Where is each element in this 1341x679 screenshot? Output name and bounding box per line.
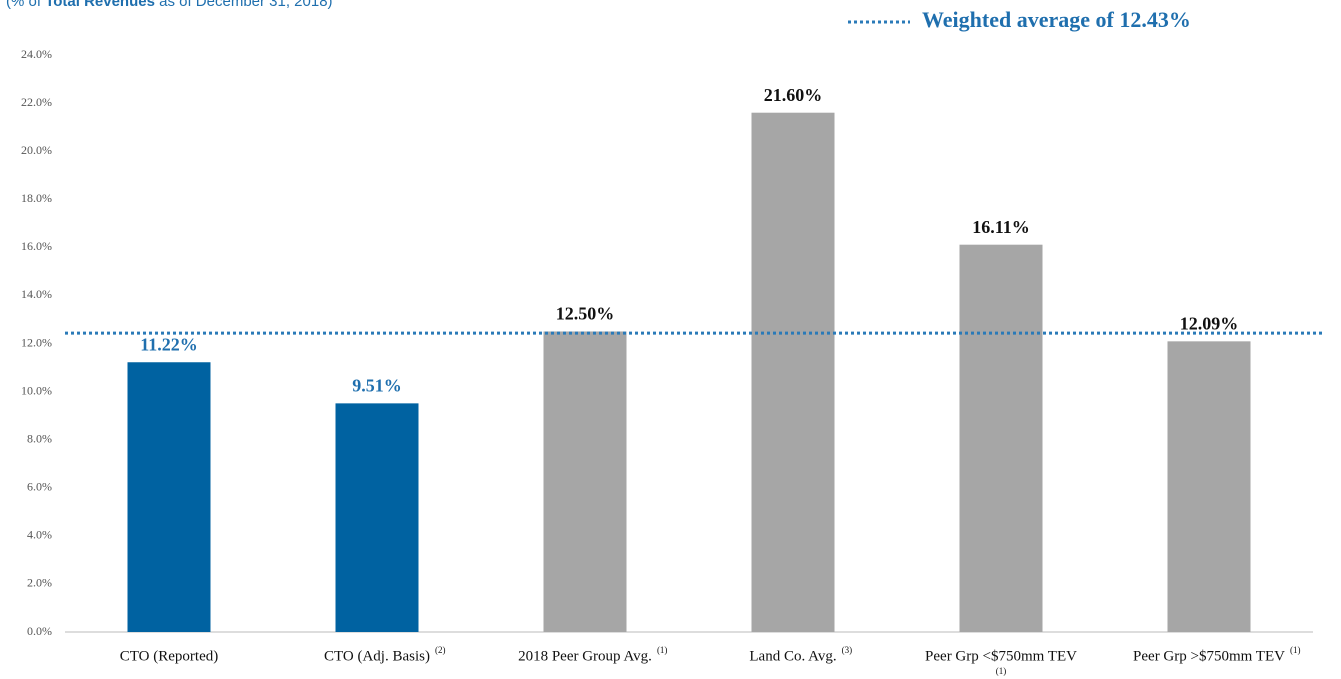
y-tick-label: 6.0% <box>27 480 52 494</box>
value-label: 12.50% <box>556 304 615 324</box>
legend-label: Weighted average of 12.43% <box>922 7 1191 32</box>
y-tick-label: 18.0% <box>21 191 52 205</box>
x-tick-label: CTO (Adj. Basis) <box>324 648 430 664</box>
y-tick-label: 20.0% <box>21 143 52 157</box>
y-tick-label: 0.0% <box>27 624 52 638</box>
y-tick-label: 10.0% <box>21 383 52 397</box>
category-note: (1) <box>657 645 668 655</box>
bar <box>335 403 419 632</box>
y-tick-label: 14.0% <box>21 287 52 301</box>
subtitle-part: (% of <box>6 0 45 10</box>
x-tick-label: Land Co. Avg. <box>749 648 836 664</box>
y-tick-label: 4.0% <box>27 528 52 542</box>
y-tick-label: 12.0% <box>21 335 52 349</box>
bar <box>751 112 835 632</box>
y-tick-label: 8.0% <box>27 431 52 445</box>
x-tick-label: Peer Grp >$750mm TEV <box>1133 648 1285 664</box>
y-tick-label: 22.0% <box>21 95 52 109</box>
x-tick-label: CTO (Reported) <box>120 648 218 664</box>
value-label: 9.51% <box>352 375 402 395</box>
chart-subtitle: (% of Total Revenues as of December 31, … <box>6 0 333 10</box>
subtitle-part: as of December 31, 2018) <box>155 0 333 10</box>
y-tick-label: 2.0% <box>27 576 52 590</box>
category-note: (2) <box>435 645 446 655</box>
category-note: (3) <box>842 645 853 655</box>
bar <box>959 244 1043 632</box>
value-label: 11.22% <box>140 334 198 354</box>
value-label: 16.11% <box>972 217 1030 237</box>
y-tick-label: 24.0% <box>21 47 52 61</box>
bar <box>543 331 627 632</box>
value-label: 21.60% <box>764 85 823 105</box>
bar <box>127 362 211 632</box>
category-note: (1) <box>1290 645 1301 655</box>
category-note: (1) <box>996 666 1007 676</box>
y-tick-label: 16.0% <box>21 239 52 253</box>
value-label: 12.09% <box>1180 313 1239 333</box>
x-tick-label: 2018 Peer Group Avg. <box>518 648 652 664</box>
x-tick-label: Peer Grp <$750mm TEV <box>925 648 1077 664</box>
subtitle-part: Total Revenues <box>45 0 155 10</box>
bar <box>1167 341 1251 632</box>
